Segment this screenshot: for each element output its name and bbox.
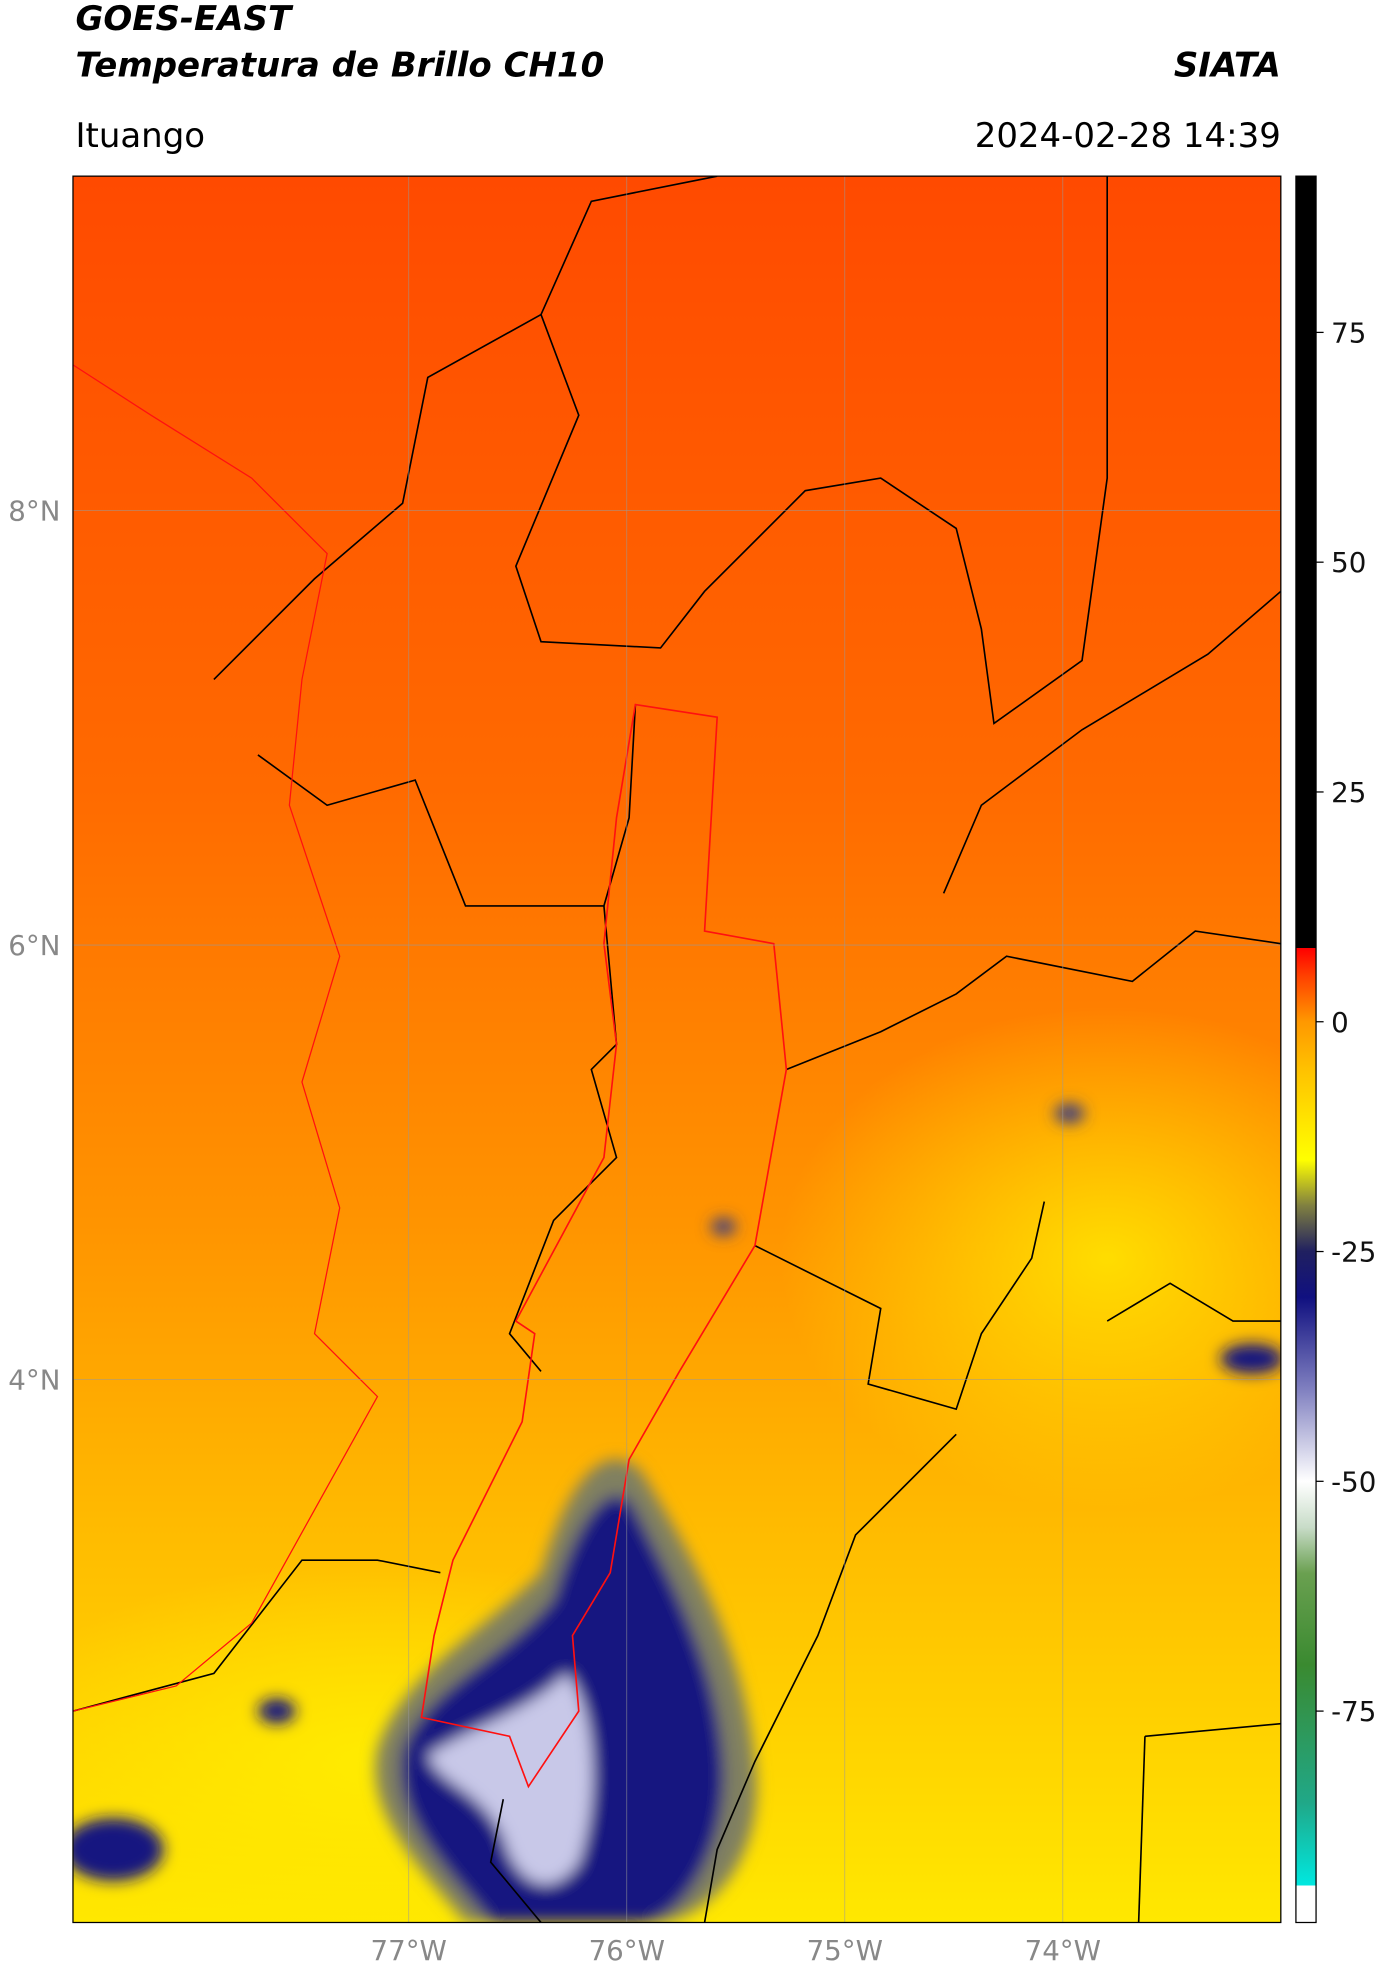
colorbar-tick-label: 75 [1331,316,1366,349]
coastline [72,364,379,1712]
borders [72,176,1281,1923]
colorbar-tick-label: 0 [1331,1006,1349,1039]
source: SIATA [1174,46,1281,86]
colorbar-tick-label: 25 [1331,776,1366,809]
colorbar-tick-label: 50 [1331,546,1366,579]
map-frame [72,175,1282,1924]
subtitle: Temperatura de Brillo CH10 [75,46,604,86]
map-field [72,176,1281,1923]
datetime: 2024-02-28 14:39 [975,116,1281,156]
colorbar-tick-label: -25 [1331,1236,1376,1269]
lat-tick-label: 6°N [8,929,60,962]
location: Ituango [75,116,205,156]
lon-tick-label: 77°W [371,1934,447,1967]
colorbar-tick-label: -75 [1331,1695,1376,1728]
colorbar [1295,175,1317,1924]
title: GOES-EAST [75,0,293,39]
lon-tick-label: 76°W [589,1934,665,1967]
lat-tick-label: 4°N [8,1364,60,1397]
lon-tick-label: 75°W [807,1934,883,1967]
lat-tick-label: 8°N [8,495,60,528]
lon-tick-label: 74°W [1025,1934,1101,1967]
colorbar-tick-label: -50 [1331,1465,1376,1498]
ituango-basin [420,703,788,1789]
